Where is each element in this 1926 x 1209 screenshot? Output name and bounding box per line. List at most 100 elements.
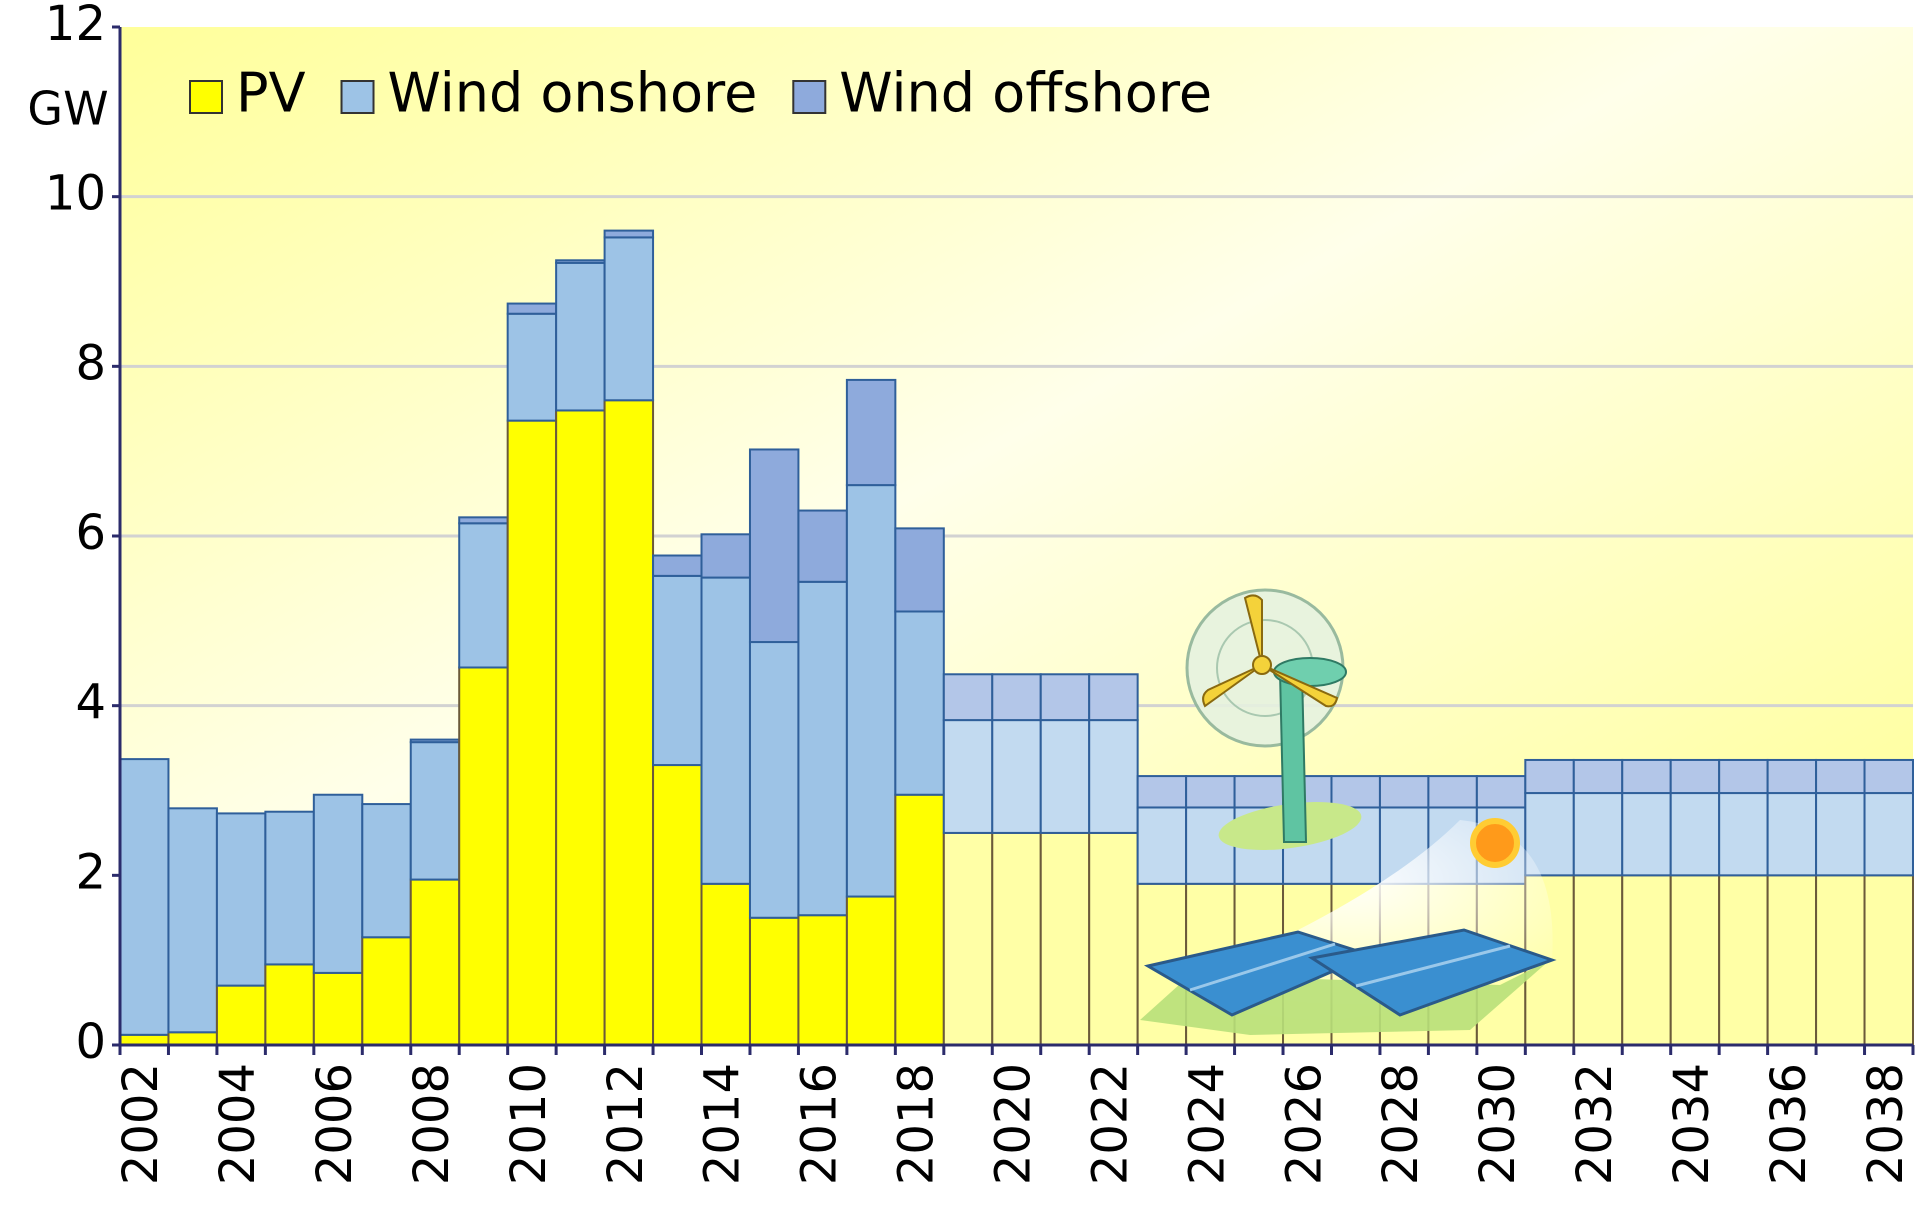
bar-segment [845,895,897,1047]
bar-segment [1621,874,1672,1046]
bar-segment [603,229,655,239]
bar-segment [1475,775,1527,809]
bar-segment [894,793,945,1046]
bar-segment [700,882,751,1046]
bar-segment [1669,792,1721,877]
bar-segment [797,509,848,583]
bar-segment [797,914,848,1047]
x-tick-label: 2038 [1858,1063,1914,1185]
bar-segment [1185,775,1236,809]
bar-segment [1572,874,1624,1046]
bar-segment [1863,758,1914,795]
bar-segment [991,719,1042,834]
bar-segment [1088,831,1139,1047]
bar-segment [991,673,1042,722]
bar-segment [1863,874,1914,1046]
bar-segment [1815,758,1866,795]
solar-panel-illustration [1140,818,1557,1035]
bar-segment [894,527,945,613]
bar-segment [1815,792,1866,877]
bar-segment [845,484,897,898]
bar-segment [1039,673,1091,722]
bar-segment [1039,831,1091,1047]
bar-segment [894,610,945,796]
bar-segment [409,878,461,1047]
bar-segment [748,448,800,644]
bar-segment [1524,758,1575,795]
x-tick-label: 2030 [1470,1063,1526,1185]
bar-segment [361,803,412,939]
bar-segment [361,936,412,1046]
bar-segment [312,971,364,1046]
x-tick-label: 2024 [1179,1063,1235,1185]
y-tick-label: 4 [75,675,106,731]
x-tick-label: 2022 [1082,1063,1138,1185]
bar-segment [1136,775,1188,809]
x-tick-label: 2018 [889,1063,945,1185]
bar-segment [652,554,703,577]
bar-segment [603,399,655,1046]
bar-segment [1330,775,1381,809]
bar-segment [942,673,994,722]
bar-segment [1136,806,1188,885]
bar-segment [1815,874,1866,1046]
bar-segment [409,738,461,744]
bar-segment [458,516,509,525]
bar-segment [845,378,897,487]
bar-segment [1718,758,1769,795]
bar-segment [167,807,218,1034]
x-tick-label: 2034 [1664,1063,1720,1185]
bar-segment [748,641,800,919]
bar-segment [942,831,994,1047]
y-tick-label: 10 [45,166,106,222]
legend-label: PV [236,62,306,125]
bar-segment [603,236,655,402]
bar-segment [1718,874,1769,1046]
y-tick-label: 2 [75,844,106,900]
bar-segment [652,764,703,1046]
x-tick-label: 2036 [1761,1063,1817,1185]
y-axis-label: GW [27,82,108,136]
x-tick-label: 2008 [404,1063,460,1185]
bar-segment [119,1033,170,1046]
y-tick-label: 6 [75,505,106,561]
bar-segment [1572,758,1624,795]
x-tick-label: 2016 [792,1063,848,1185]
bar-segment [1766,758,1818,795]
bar-segment [1572,792,1624,877]
x-tick-label: 2012 [598,1063,654,1185]
bar-segment [1039,719,1091,834]
bar-segment [1088,673,1139,722]
bar-segment [555,409,606,1046]
bar-segment [1718,792,1769,877]
bar-segment [652,574,703,767]
bar-segment [1088,719,1139,834]
x-tick-label: 2032 [1567,1063,1623,1185]
y-tick-label: 8 [75,335,106,391]
bar-segment [1427,775,1478,809]
bar-segment [506,312,558,422]
x-tick-label: 2002 [113,1063,169,1185]
bar-segment [215,984,267,1046]
bar-segment [1621,758,1672,795]
bar-segment [700,533,751,579]
legend-swatch [792,80,827,114]
legend-swatch [189,80,223,114]
bar-segment [1863,792,1914,877]
wind-turbine-illustration [1185,588,1362,850]
x-tick-label: 2026 [1276,1063,1332,1185]
bar-segment [506,419,558,1047]
bar-segment [1669,758,1721,795]
bar-segment [797,580,848,917]
bar-segment [264,810,315,966]
bar-segment [991,831,1042,1047]
bar-segment [1621,792,1672,877]
y-tick-label: 12 [45,0,106,52]
x-tick-label: 2010 [501,1063,557,1185]
y-tick-label: 0 [75,1014,106,1070]
legend-label: Wind onshore [388,62,758,125]
bar-segment [1378,775,1430,809]
x-tick-label: 2028 [1373,1063,1429,1185]
bar-segment [167,1031,218,1047]
